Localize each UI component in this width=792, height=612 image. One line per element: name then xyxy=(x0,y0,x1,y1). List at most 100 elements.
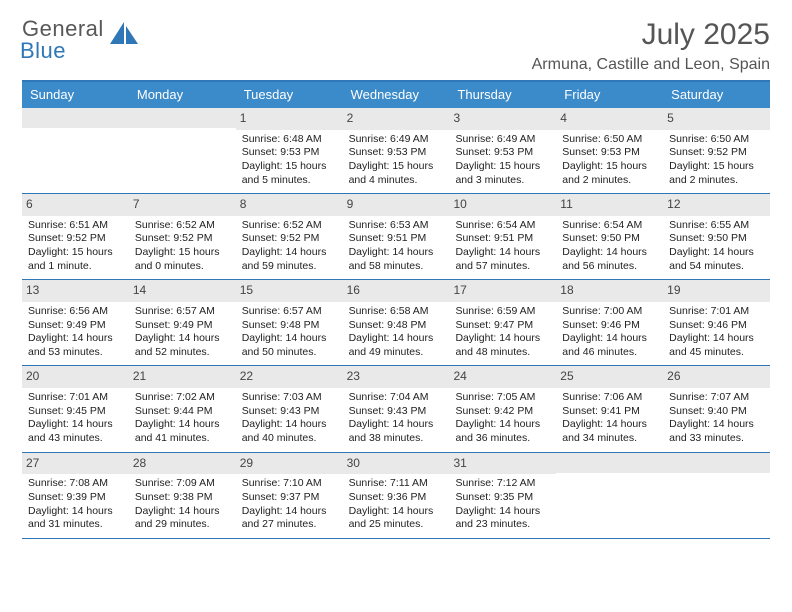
day-number: 30 xyxy=(343,453,450,475)
calendar-day: 26Sunrise: 7:07 AMSunset: 9:40 PMDayligh… xyxy=(663,366,770,451)
sunrise-text: Sunrise: 7:06 AM xyxy=(562,391,657,405)
sunrise-text: Sunrise: 6:49 AM xyxy=(349,133,444,147)
sunrise-text: Sunrise: 6:56 AM xyxy=(28,305,123,319)
day-number: 15 xyxy=(236,280,343,302)
daylight-text: Daylight: 15 hours and 3 minutes. xyxy=(455,160,550,187)
calendar-day: 8Sunrise: 6:52 AMSunset: 9:52 PMDaylight… xyxy=(236,194,343,279)
sunset-text: Sunset: 9:51 PM xyxy=(455,232,550,246)
sunrise-text: Sunrise: 7:11 AM xyxy=(349,477,444,491)
sunset-text: Sunset: 9:43 PM xyxy=(242,405,337,419)
calendar-day: 20Sunrise: 7:01 AMSunset: 9:45 PMDayligh… xyxy=(22,366,129,451)
sunset-text: Sunset: 9:49 PM xyxy=(135,319,230,333)
sunset-text: Sunset: 9:47 PM xyxy=(455,319,550,333)
day-number xyxy=(129,108,236,128)
calendar-day: 29Sunrise: 7:10 AMSunset: 9:37 PMDayligh… xyxy=(236,453,343,538)
day-number: 17 xyxy=(449,280,556,302)
calendar-day: 30Sunrise: 7:11 AMSunset: 9:36 PMDayligh… xyxy=(343,453,450,538)
daylight-text: Daylight: 15 hours and 0 minutes. xyxy=(135,246,230,273)
sunrise-text: Sunrise: 7:00 AM xyxy=(562,305,657,319)
daylight-text: Daylight: 14 hours and 59 minutes. xyxy=(242,246,337,273)
daylight-text: Daylight: 15 hours and 4 minutes. xyxy=(349,160,444,187)
calendar-day: 21Sunrise: 7:02 AMSunset: 9:44 PMDayligh… xyxy=(129,366,236,451)
calendar-day: 25Sunrise: 7:06 AMSunset: 9:41 PMDayligh… xyxy=(556,366,663,451)
daylight-text: Daylight: 14 hours and 57 minutes. xyxy=(455,246,550,273)
day-number: 29 xyxy=(236,453,343,475)
sunrise-text: Sunrise: 6:48 AM xyxy=(242,133,337,147)
sunrise-text: Sunrise: 6:59 AM xyxy=(455,305,550,319)
daylight-text: Daylight: 14 hours and 23 minutes. xyxy=(455,505,550,532)
daylight-text: Daylight: 14 hours and 56 minutes. xyxy=(562,246,657,273)
day-number: 27 xyxy=(22,453,129,475)
sunset-text: Sunset: 9:52 PM xyxy=(28,232,123,246)
sunrise-text: Sunrise: 6:53 AM xyxy=(349,219,444,233)
calendar-week: 6Sunrise: 6:51 AMSunset: 9:52 PMDaylight… xyxy=(22,194,770,280)
sunrise-text: Sunrise: 6:50 AM xyxy=(562,133,657,147)
calendar-day: 5Sunrise: 6:50 AMSunset: 9:52 PMDaylight… xyxy=(663,108,770,193)
sunrise-text: Sunrise: 7:07 AM xyxy=(669,391,764,405)
daylight-text: Daylight: 14 hours and 49 minutes. xyxy=(349,332,444,359)
calendar-day xyxy=(663,453,770,538)
daylight-text: Daylight: 14 hours and 29 minutes. xyxy=(135,505,230,532)
daylight-text: Daylight: 14 hours and 45 minutes. xyxy=(669,332,764,359)
sunrise-text: Sunrise: 7:03 AM xyxy=(242,391,337,405)
logo-text: General Blue xyxy=(22,18,104,62)
day-number: 8 xyxy=(236,194,343,216)
sunset-text: Sunset: 9:38 PM xyxy=(135,491,230,505)
sunrise-text: Sunrise: 6:57 AM xyxy=(242,305,337,319)
daylight-text: Daylight: 15 hours and 2 minutes. xyxy=(562,160,657,187)
day-number: 28 xyxy=(129,453,236,475)
sunrise-text: Sunrise: 6:51 AM xyxy=(28,219,123,233)
sunrise-text: Sunrise: 7:10 AM xyxy=(242,477,337,491)
calendar-day: 16Sunrise: 6:58 AMSunset: 9:48 PMDayligh… xyxy=(343,280,450,365)
daylight-text: Daylight: 14 hours and 53 minutes. xyxy=(28,332,123,359)
daylight-text: Daylight: 14 hours and 50 minutes. xyxy=(242,332,337,359)
sunset-text: Sunset: 9:46 PM xyxy=(562,319,657,333)
dow-wed: Wednesday xyxy=(343,82,450,108)
sunrise-text: Sunrise: 6:52 AM xyxy=(135,219,230,233)
daylight-text: Daylight: 14 hours and 34 minutes. xyxy=(562,418,657,445)
location-subtitle: Armuna, Castille and Leon, Spain xyxy=(532,56,770,74)
daylight-text: Daylight: 14 hours and 27 minutes. xyxy=(242,505,337,532)
sunset-text: Sunset: 9:52 PM xyxy=(135,232,230,246)
sunrise-text: Sunrise: 6:54 AM xyxy=(455,219,550,233)
daylight-text: Daylight: 14 hours and 58 minutes. xyxy=(349,246,444,273)
calendar-day: 23Sunrise: 7:04 AMSunset: 9:43 PMDayligh… xyxy=(343,366,450,451)
day-number: 26 xyxy=(663,366,770,388)
calendar-page: General Blue July 2025 Armuna, Castille … xyxy=(0,0,792,539)
sunset-text: Sunset: 9:50 PM xyxy=(562,232,657,246)
calendar-day xyxy=(556,453,663,538)
sunset-text: Sunset: 9:52 PM xyxy=(669,146,764,160)
day-number: 7 xyxy=(129,194,236,216)
calendar-week: 1Sunrise: 6:48 AMSunset: 9:53 PMDaylight… xyxy=(22,108,770,194)
calendar-day: 27Sunrise: 7:08 AMSunset: 9:39 PMDayligh… xyxy=(22,453,129,538)
day-number: 3 xyxy=(449,108,556,130)
day-number: 11 xyxy=(556,194,663,216)
day-number: 4 xyxy=(556,108,663,130)
daylight-text: Daylight: 14 hours and 40 minutes. xyxy=(242,418,337,445)
dow-fri: Friday xyxy=(556,82,663,108)
sunrise-text: Sunrise: 7:09 AM xyxy=(135,477,230,491)
calendar-day: 19Sunrise: 7:01 AMSunset: 9:46 PMDayligh… xyxy=(663,280,770,365)
day-number: 14 xyxy=(129,280,236,302)
calendar-day: 10Sunrise: 6:54 AMSunset: 9:51 PMDayligh… xyxy=(449,194,556,279)
calendar-day: 13Sunrise: 6:56 AMSunset: 9:49 PMDayligh… xyxy=(22,280,129,365)
sunset-text: Sunset: 9:43 PM xyxy=(349,405,444,419)
day-number xyxy=(556,453,663,473)
sunrise-text: Sunrise: 7:05 AM xyxy=(455,391,550,405)
sunset-text: Sunset: 9:45 PM xyxy=(28,405,123,419)
daylight-text: Daylight: 15 hours and 5 minutes. xyxy=(242,160,337,187)
sunset-text: Sunset: 9:51 PM xyxy=(349,232,444,246)
day-number: 31 xyxy=(449,453,556,475)
day-number: 21 xyxy=(129,366,236,388)
day-number: 5 xyxy=(663,108,770,130)
day-number: 12 xyxy=(663,194,770,216)
calendar-day xyxy=(129,108,236,193)
calendar-body: 1Sunrise: 6:48 AMSunset: 9:53 PMDaylight… xyxy=(22,108,770,539)
sunset-text: Sunset: 9:46 PM xyxy=(669,319,764,333)
sunset-text: Sunset: 9:50 PM xyxy=(669,232,764,246)
calendar-day: 7 Sunrise: 6:52 AMSunset: 9:52 PMDaylight… xyxy=(129,194,236,279)
title-block: July 2025 Armuna, Castille and Leon, Spa… xyxy=(532,18,770,74)
calendar-day: 11Sunrise: 6:54 AMSunset: 9:50 PMDayligh… xyxy=(556,194,663,279)
dow-tue: Tuesday xyxy=(236,82,343,108)
calendar-day: 6Sunrise: 6:51 AMSunset: 9:52 PMDaylight… xyxy=(22,194,129,279)
